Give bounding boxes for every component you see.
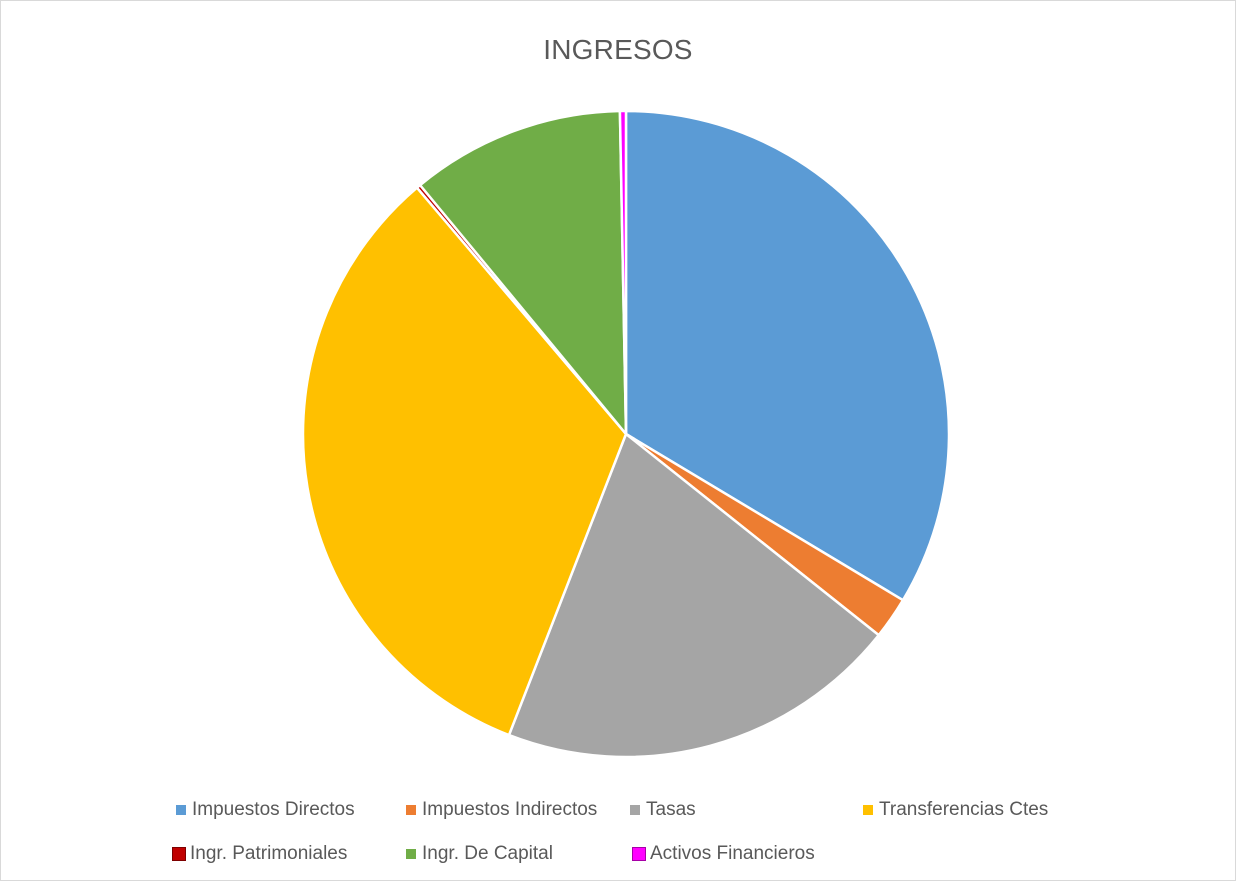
- pie-slice-activos-financieros: [618, 109, 628, 436]
- pie-slice-ingr-de-capital: [418, 109, 628, 436]
- pie-slice-impuestos-directos: [624, 109, 951, 602]
- pie-slice-tasas: [507, 432, 880, 759]
- pie-slice-transferencias-ctes: [301, 186, 628, 737]
- chart-title: INGRESOS: [543, 34, 693, 65]
